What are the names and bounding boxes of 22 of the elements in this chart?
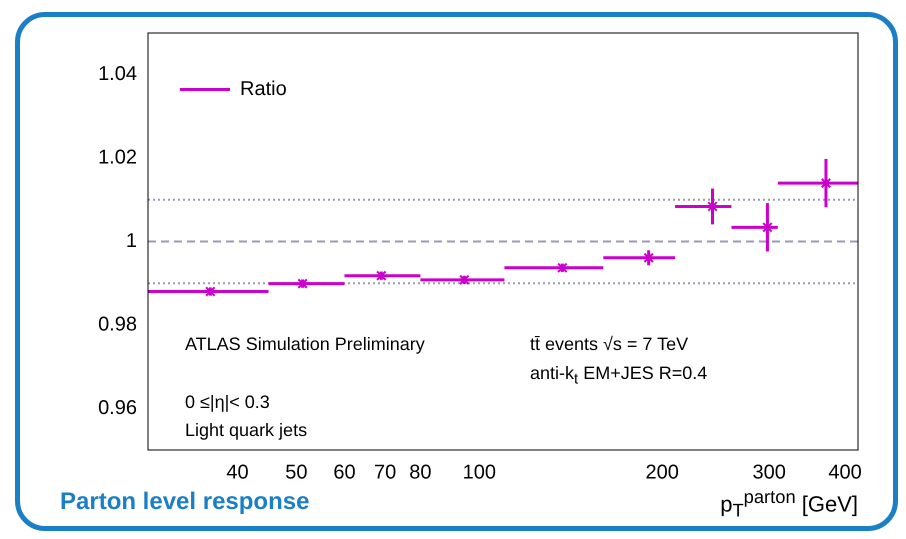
x-tick-label: 40 [226, 462, 249, 484]
annotation: tt̄ events √s = 7 TeV [530, 334, 688, 355]
x-axis-title: p$_{T}$$^{parton}$ [GeV] [720, 486, 858, 522]
x-tick-label: 400 [828, 462, 862, 484]
text: Parton level response [60, 488, 310, 516]
x-tick-label: 100 [462, 462, 496, 484]
annotation: ATLAS Simulation Preliminary [185, 334, 425, 355]
x-tick-label: 70 [374, 462, 396, 484]
x-tick-label: 60 [333, 462, 356, 484]
annotation: 0 ≤|η|< 0.3 [185, 392, 270, 413]
legend-label: Ratio [240, 78, 287, 101]
x-tick-label: 80 [409, 462, 432, 484]
x-tick-label: 200 [646, 462, 679, 484]
annotation: anti-k$_{t}$ EM+JES R=0.4 [530, 363, 708, 388]
x-tick-label: 50 [285, 462, 308, 484]
y-tick-label: 1.04 [98, 63, 137, 86]
y-tick-label: 0.98 [98, 313, 137, 336]
y-tick-label: 1.02 [98, 146, 137, 169]
y-tick-label: 1 [126, 230, 137, 252]
x-tick-label: 300 [752, 462, 786, 484]
annotation: Light quark jets [185, 420, 308, 441]
y-tick-label: 0.96 [98, 396, 137, 419]
